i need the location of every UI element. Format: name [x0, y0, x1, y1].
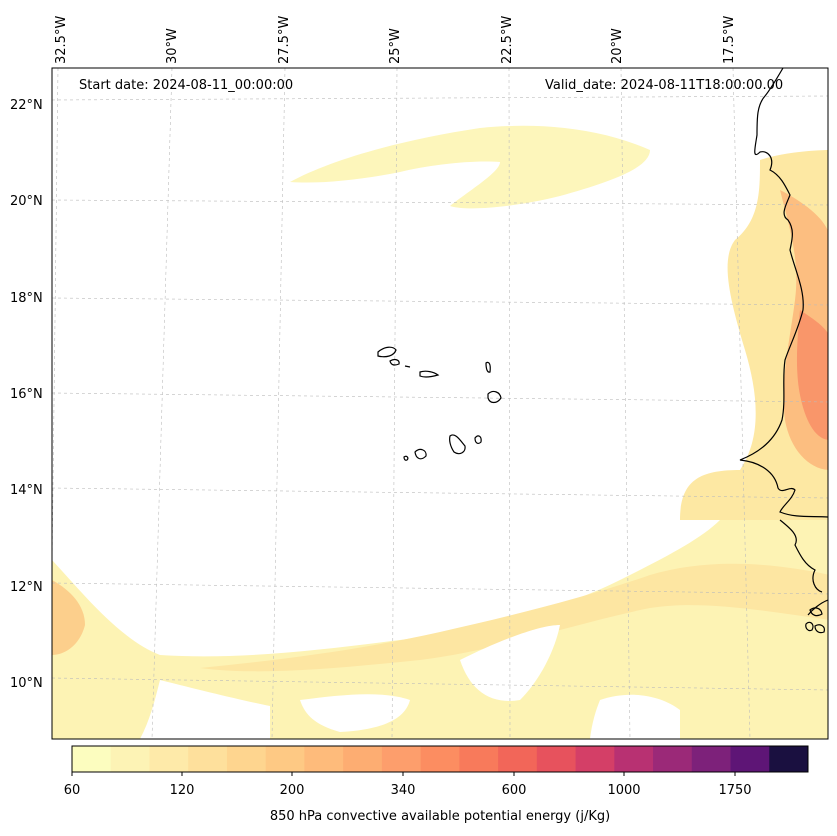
- colorbar-tick-label: 600: [501, 783, 527, 798]
- africa-coastline: [739, 68, 828, 616]
- cape-band-south-mid: [200, 563, 828, 672]
- island-bijagos-3: [814, 624, 825, 634]
- colorbar-frame: [71, 745, 809, 773]
- colorbar-tick-label: 200: [279, 783, 305, 798]
- lon-label: 32.5°W: [54, 15, 69, 64]
- colorbar-tick-label: 1000: [607, 783, 641, 798]
- start-date-label: Start date: 2024-08-11_00:00:00: [79, 78, 294, 93]
- colorbar-tick-label: 1750: [718, 783, 752, 798]
- colorbar-segment: [614, 746, 654, 772]
- island-santa-luzia: [404, 365, 411, 368]
- colorbar-title: 850 hPa convective available potential e…: [269, 809, 611, 824]
- valid-date-label: Valid_date: 2024-08-11T18:00:00.00: [545, 78, 784, 93]
- colorbar-segment: [72, 746, 112, 772]
- cape-band-south: [52, 520, 828, 739]
- cape-clear-patch-3: [300, 694, 410, 732]
- colorbar-segment: [769, 746, 809, 772]
- lat-label: 16°N: [10, 387, 43, 402]
- lon-label: 25°W: [388, 28, 403, 64]
- colorbar-segment: [653, 746, 693, 772]
- colorbar-segment: [730, 746, 770, 772]
- colorbar-segment: [536, 746, 577, 772]
- colorbar-segment: [343, 746, 383, 772]
- colorbar-segment: [304, 746, 344, 772]
- island-sal: [485, 361, 491, 373]
- lon-label: 20°W: [610, 28, 625, 64]
- colorbar-segment: [226, 746, 267, 772]
- island-sao-nicolau: [419, 370, 440, 378]
- colorbar-tick-label: 340: [390, 783, 416, 798]
- cape-clear-patch-4: [590, 694, 680, 739]
- graticule: [52, 68, 828, 739]
- island-maio: [474, 435, 482, 444]
- colorbar-segment: [575, 746, 615, 772]
- cape-field: [52, 125, 828, 739]
- colorbar-segment: [691, 746, 732, 772]
- island-bijagos-2: [805, 621, 814, 632]
- island-sao-vicente: [389, 358, 400, 366]
- colorbar-segment: [420, 746, 460, 772]
- lat-label: 14°N: [10, 483, 43, 498]
- cape-clear-patch-2: [140, 680, 270, 739]
- lat-label: 22°N: [10, 98, 43, 113]
- colorbar-segment: [265, 746, 305, 772]
- island-fogo: [414, 448, 427, 460]
- island-brava: [403, 455, 409, 461]
- lat-label: 10°N: [10, 676, 43, 691]
- island-santiago: [449, 434, 466, 455]
- island-santo-antao: [377, 346, 397, 358]
- lon-label: 30°W: [165, 28, 180, 64]
- colorbar: [71, 745, 809, 776]
- map-frame: [51, 67, 829, 740]
- cape-band-north: [290, 125, 650, 209]
- colorbar-segment: [110, 746, 150, 772]
- colorbar-tick-label: 60: [63, 783, 81, 798]
- colorbar-segment: [459, 746, 499, 772]
- cape-west-core: [52, 580, 85, 655]
- lon-label: 17.5°W: [722, 15, 737, 64]
- lat-label: 18°N: [10, 291, 43, 306]
- cape-coast-peak: [796, 310, 828, 440]
- colorbar-segment: [381, 746, 422, 772]
- island-boa-vista: [487, 390, 502, 404]
- lat-label: 12°N: [10, 580, 43, 595]
- colorbar-segment: [149, 746, 189, 772]
- lon-label: 27.5°W: [277, 15, 292, 64]
- lat-label: 20°N: [10, 194, 43, 209]
- lon-label: 22.5°W: [500, 15, 515, 64]
- island-bijagos-1: [809, 607, 823, 617]
- colorbar-tick-label: 120: [169, 783, 195, 798]
- colorbar-segment: [188, 746, 228, 772]
- coastlines: [377, 68, 828, 634]
- colorbar-segment: [498, 746, 538, 772]
